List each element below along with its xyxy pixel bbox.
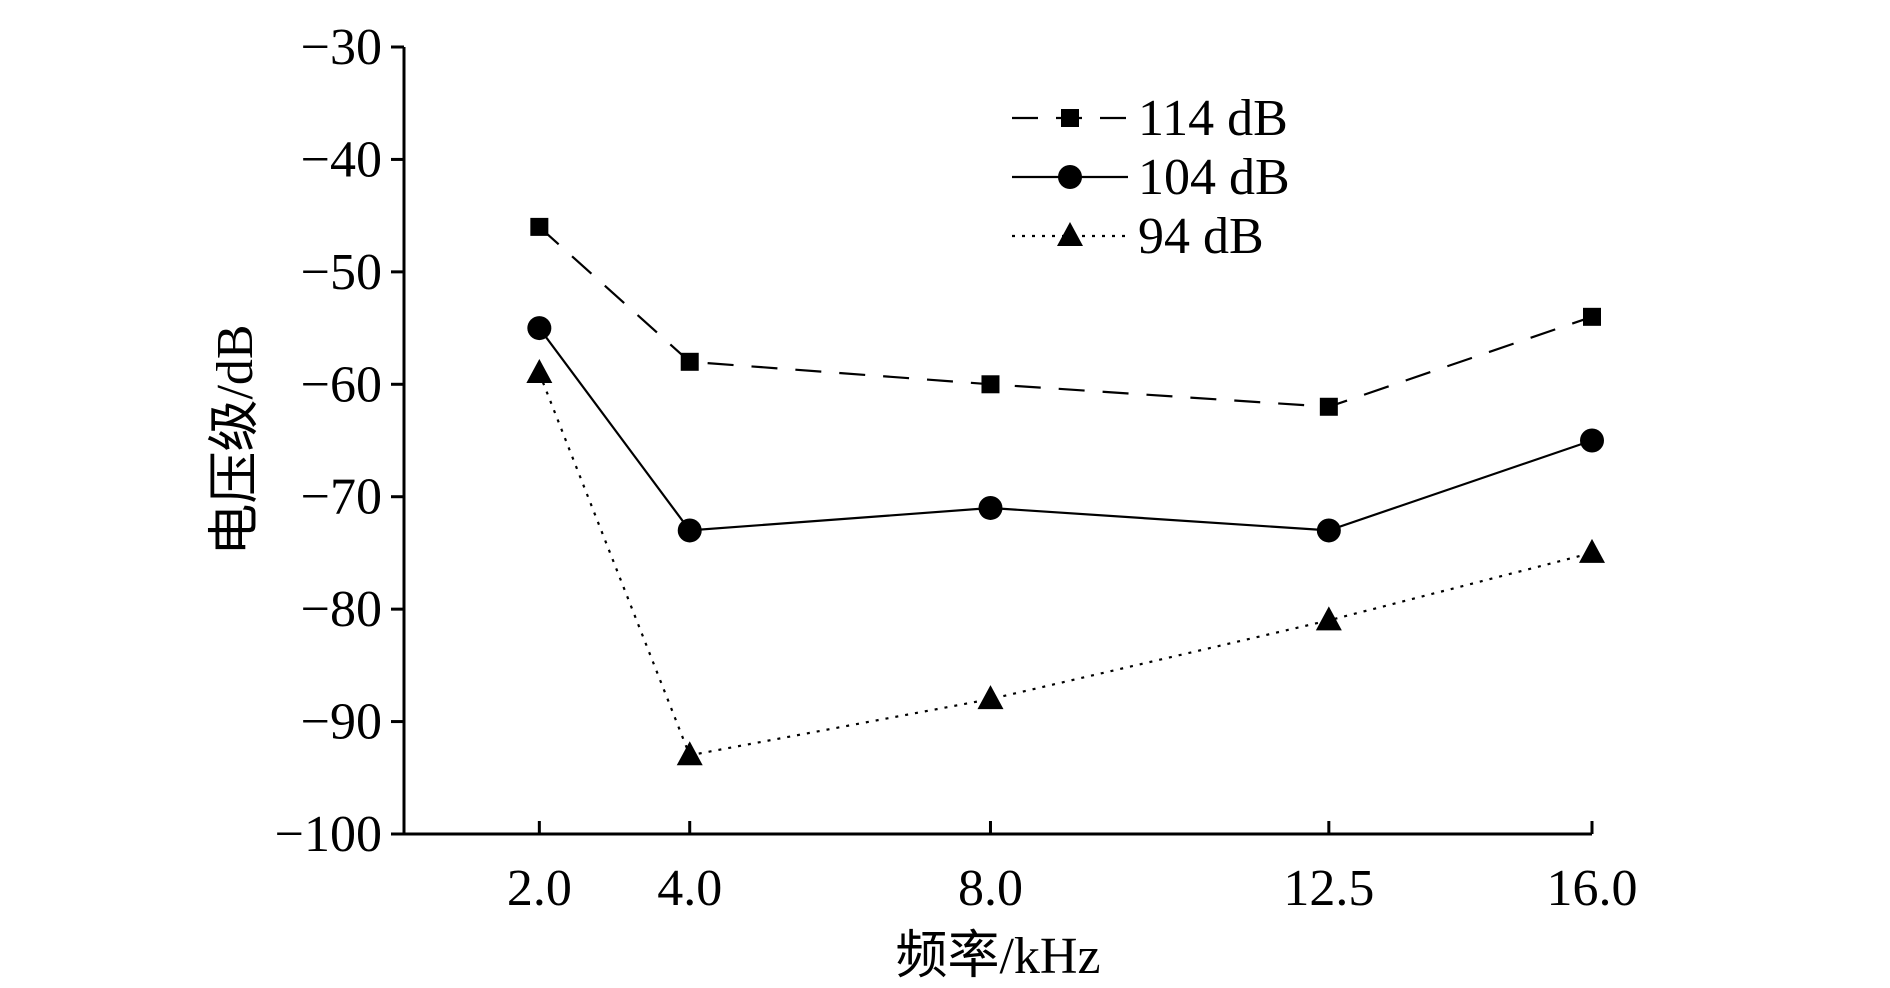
data-point: [978, 495, 1003, 520]
data-point: [1580, 428, 1604, 453]
series-line: [538, 372, 1593, 757]
data-point: [530, 217, 549, 236]
data-point: [1315, 606, 1342, 631]
x-axis-title: 频率/kHz: [895, 928, 1100, 985]
y-tick-label: −90: [301, 694, 382, 751]
legend-marker: [1061, 109, 1079, 127]
legend-marker: [1057, 222, 1083, 246]
data-point: [680, 352, 699, 371]
data-point: [977, 685, 1004, 710]
x-ticks: 2.0 4.0 8.0 12.5 16.0: [507, 821, 1638, 917]
y-tick-label: −80: [301, 581, 382, 638]
x-tick-label: 2.0: [507, 860, 572, 917]
y-tick-label: −30: [301, 19, 382, 76]
y-tick-label: −60: [301, 356, 382, 413]
data-point: [1319, 397, 1338, 416]
x-tick-label: 16.0: [1547, 860, 1638, 917]
legend-label: 114 dB: [1138, 90, 1288, 147]
series-line: [538, 226, 1593, 408]
legend-label: 94 dB: [1138, 208, 1264, 265]
x-tick-label: 8.0: [958, 860, 1023, 917]
x-tick-label: 4.0: [657, 860, 722, 917]
data-point: [676, 741, 703, 766]
y-tick-label: −100: [275, 806, 382, 863]
axes: [402, 47, 1592, 836]
data-point: [1583, 307, 1601, 326]
data-point: [526, 359, 553, 384]
series-layer: [526, 217, 1605, 766]
data-point: [677, 518, 702, 543]
data-point: [527, 316, 552, 341]
y-tick-label: −50: [301, 244, 382, 301]
legend-marker: [1058, 165, 1082, 189]
y-ticks: −30 −40 −50 −60 −70 −80 −90 −100: [275, 19, 404, 863]
series-2: [526, 359, 1605, 766]
data-point: [1316, 518, 1341, 543]
y-tick-label: −70: [301, 469, 382, 526]
y-axis-title: 电压级/dB: [207, 324, 264, 555]
legend-label: 104 dB: [1138, 149, 1290, 206]
y-tick-label: −40: [301, 131, 382, 188]
series-1: [527, 316, 1604, 543]
series-0: [530, 217, 1601, 416]
data-point: [1579, 538, 1605, 563]
data-point: [981, 375, 1000, 394]
x-tick-label: 12.5: [1283, 860, 1374, 917]
